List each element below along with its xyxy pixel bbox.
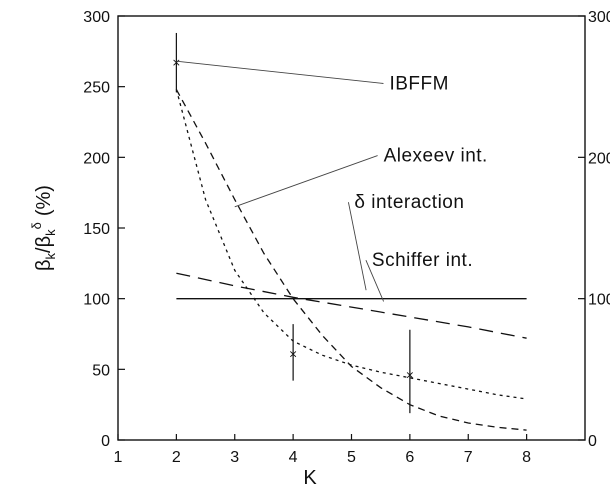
x-tick-label: 7	[464, 449, 473, 466]
y-tick-label: 250	[83, 80, 110, 97]
y-label-percent: (%)	[33, 185, 55, 216]
x-axis-label: K	[303, 467, 317, 489]
y-tick-label: 150	[83, 221, 110, 238]
x-tick-label: 5	[347, 449, 356, 466]
y-label-beta-2: β	[33, 236, 55, 248]
y2-tick-label: 0	[588, 433, 597, 450]
axis-ticks: 1 2 3 4 5 6 7 8 0 50 100 150 200 250 300 0 100 200 300	[83, 9, 610, 466]
y2-tick-label: 100	[588, 292, 610, 309]
x-tick-label: 3	[230, 449, 239, 466]
annotation-label: IBFFM	[389, 73, 449, 94]
data-point: ×	[172, 56, 181, 69]
annotation-leader	[176, 61, 383, 83]
data-point: ×	[289, 347, 298, 360]
x-tick-label: 8	[522, 449, 531, 466]
x-tick-label: 4	[289, 449, 298, 466]
y-label-beta: β	[33, 259, 55, 271]
y-tick-label: 200	[83, 150, 110, 167]
axes-frame	[118, 16, 585, 440]
y-label-sup-delta: δ	[29, 222, 44, 229]
x-tick-label: 2	[172, 449, 181, 466]
experimental-points: × × ×	[172, 33, 415, 413]
series-line-ibffm	[176, 90, 526, 400]
series-line-schiffer-int	[176, 273, 526, 338]
y2-tick-label: 200	[588, 150, 610, 167]
annotations: IBFFM Alexeev int. δ interaction Schiffer i…	[176, 61, 487, 301]
data-point: ×	[405, 369, 414, 382]
y-tick-label: 0	[101, 433, 110, 450]
y2-tick-label: 300	[588, 9, 610, 26]
annotation-leader	[348, 202, 366, 290]
series-line-alexeev-int	[176, 90, 526, 431]
annotation-label: δ interaction	[354, 192, 464, 213]
y-tick-label: 100	[83, 292, 110, 309]
plot-frame	[118, 16, 585, 440]
annotation-label: Alexeev int.	[384, 146, 488, 167]
x-tick-label: 6	[405, 449, 414, 466]
y-axis-label: βk/βkδ(%)	[29, 185, 58, 271]
y-tick-label: 300	[83, 9, 110, 26]
x-tick-label: 1	[114, 449, 123, 466]
annotation-label: Schiffer int.	[372, 250, 473, 271]
y-label-sub-k-2: k	[43, 229, 58, 236]
y-tick-label: 50	[92, 362, 110, 379]
series-lines	[176, 90, 526, 431]
